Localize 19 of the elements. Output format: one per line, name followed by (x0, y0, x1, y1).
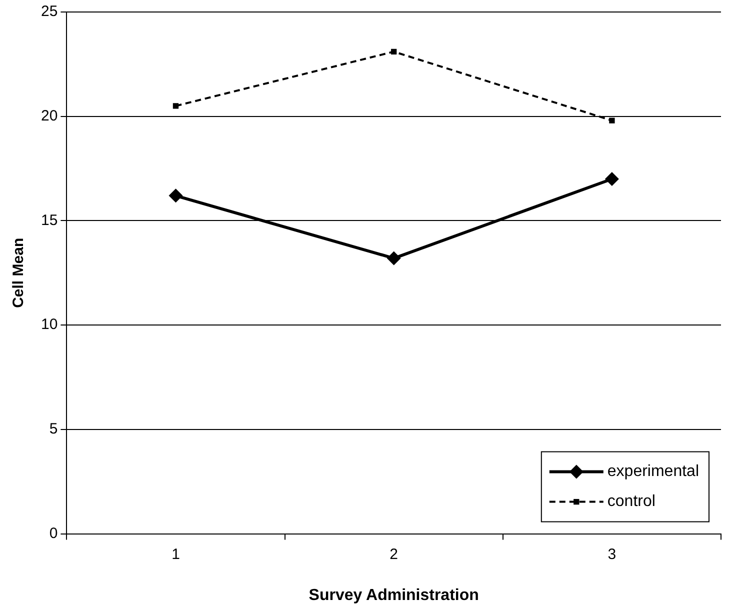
point (391, 48, 397, 54)
legend-label: control (607, 493, 656, 510)
point (386, 251, 401, 266)
x-tick-label: 3 (608, 546, 616, 563)
y-axis-title: Cell Mean (10, 238, 28, 308)
y-tick-label: 0 (49, 524, 58, 542)
y-tick-label: 5 (49, 420, 58, 438)
y-tick-label: 10 (40, 316, 58, 334)
legend-label: experimental (607, 463, 700, 480)
x-tick-label: 1 (172, 546, 180, 563)
y-tick-label: 15 (40, 212, 58, 229)
y-tick-label: 20 (40, 108, 58, 124)
point (172, 103, 179, 109)
x-tick-label: 2 (390, 546, 398, 563)
point (168, 188, 183, 203)
point (609, 118, 615, 124)
y-tick-label: 25 (40, 3, 58, 20)
x-axis-title: Survey Administration (308, 586, 479, 604)
point (604, 172, 619, 186)
